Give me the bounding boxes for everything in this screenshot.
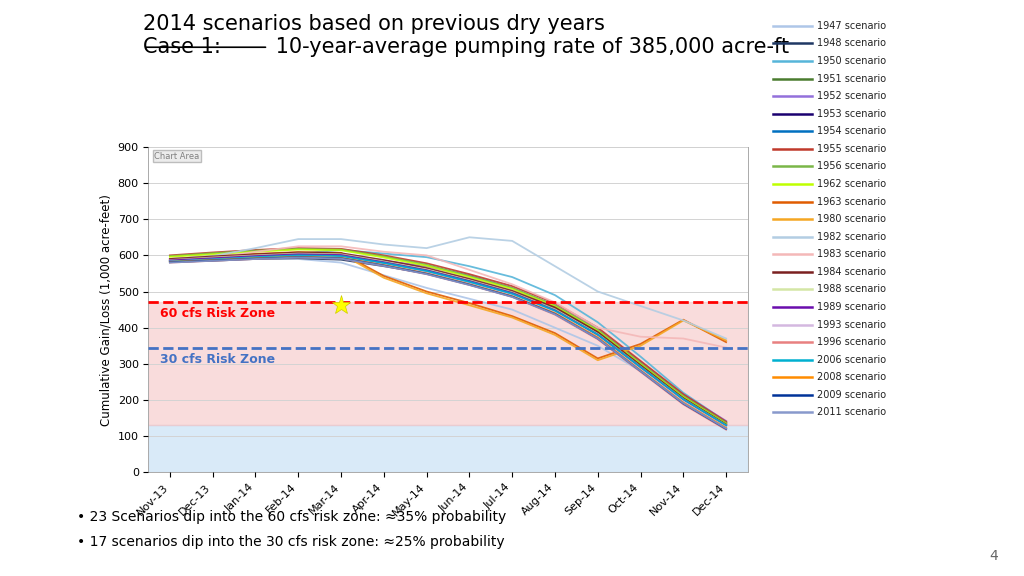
Text: Chart Area: Chart Area [155, 151, 200, 161]
Text: 1954 scenario: 1954 scenario [817, 126, 887, 137]
Text: 1956 scenario: 1956 scenario [817, 161, 887, 172]
Bar [148, 425, 748, 472]
Y-axis label: Cumulative Gain/Loss (1,000 acre-feet): Cumulative Gain/Loss (1,000 acre-feet) [99, 194, 112, 426]
Text: 1953 scenario: 1953 scenario [817, 109, 887, 119]
Text: 1980 scenario: 1980 scenario [817, 214, 886, 224]
Text: 2009 scenario: 2009 scenario [817, 390, 887, 400]
Text: 1950 scenario: 1950 scenario [817, 56, 887, 66]
Text: 1982 scenario: 1982 scenario [817, 232, 887, 242]
Text: 60 cfs Risk Zone: 60 cfs Risk Zone [161, 307, 275, 320]
Text: 1948 scenario: 1948 scenario [817, 39, 886, 48]
Text: 1988 scenario: 1988 scenario [817, 285, 886, 294]
Text: 1962 scenario: 1962 scenario [817, 179, 887, 189]
Text: 10-year-average pumping rate of 385,000 acre-ft: 10-year-average pumping rate of 385,000 … [269, 37, 790, 58]
Text: 2011 scenario: 2011 scenario [817, 407, 887, 418]
Text: 30 cfs Risk Zone: 30 cfs Risk Zone [161, 353, 275, 366]
Text: 1955 scenario: 1955 scenario [817, 144, 887, 154]
Text: 1963 scenario: 1963 scenario [817, 196, 886, 207]
Text: 1989 scenario: 1989 scenario [817, 302, 886, 312]
Text: 2006 scenario: 2006 scenario [817, 355, 887, 365]
Text: • 23 Scenarios dip into the 60 cfs risk zone: ≈35% probability: • 23 Scenarios dip into the 60 cfs risk … [77, 510, 506, 524]
Text: 4: 4 [989, 550, 998, 563]
Text: 1993 scenario: 1993 scenario [817, 320, 886, 329]
Text: 2008 scenario: 2008 scenario [817, 372, 887, 382]
Bar [148, 302, 748, 425]
Text: • 17 scenarios dip into the 30 cfs risk zone: ≈25% probability: • 17 scenarios dip into the 30 cfs risk … [77, 535, 505, 548]
Text: 1951 scenario: 1951 scenario [817, 74, 887, 84]
Text: 1947 scenario: 1947 scenario [817, 21, 887, 31]
Text: 1984 scenario: 1984 scenario [817, 267, 886, 277]
Text: Case 1:: Case 1: [143, 37, 221, 58]
Text: 2014 scenarios based on previous dry years: 2014 scenarios based on previous dry yea… [143, 14, 605, 35]
Text: 1996 scenario: 1996 scenario [817, 337, 886, 347]
Text: 1952 scenario: 1952 scenario [817, 91, 887, 101]
Text: 1983 scenario: 1983 scenario [817, 249, 886, 259]
